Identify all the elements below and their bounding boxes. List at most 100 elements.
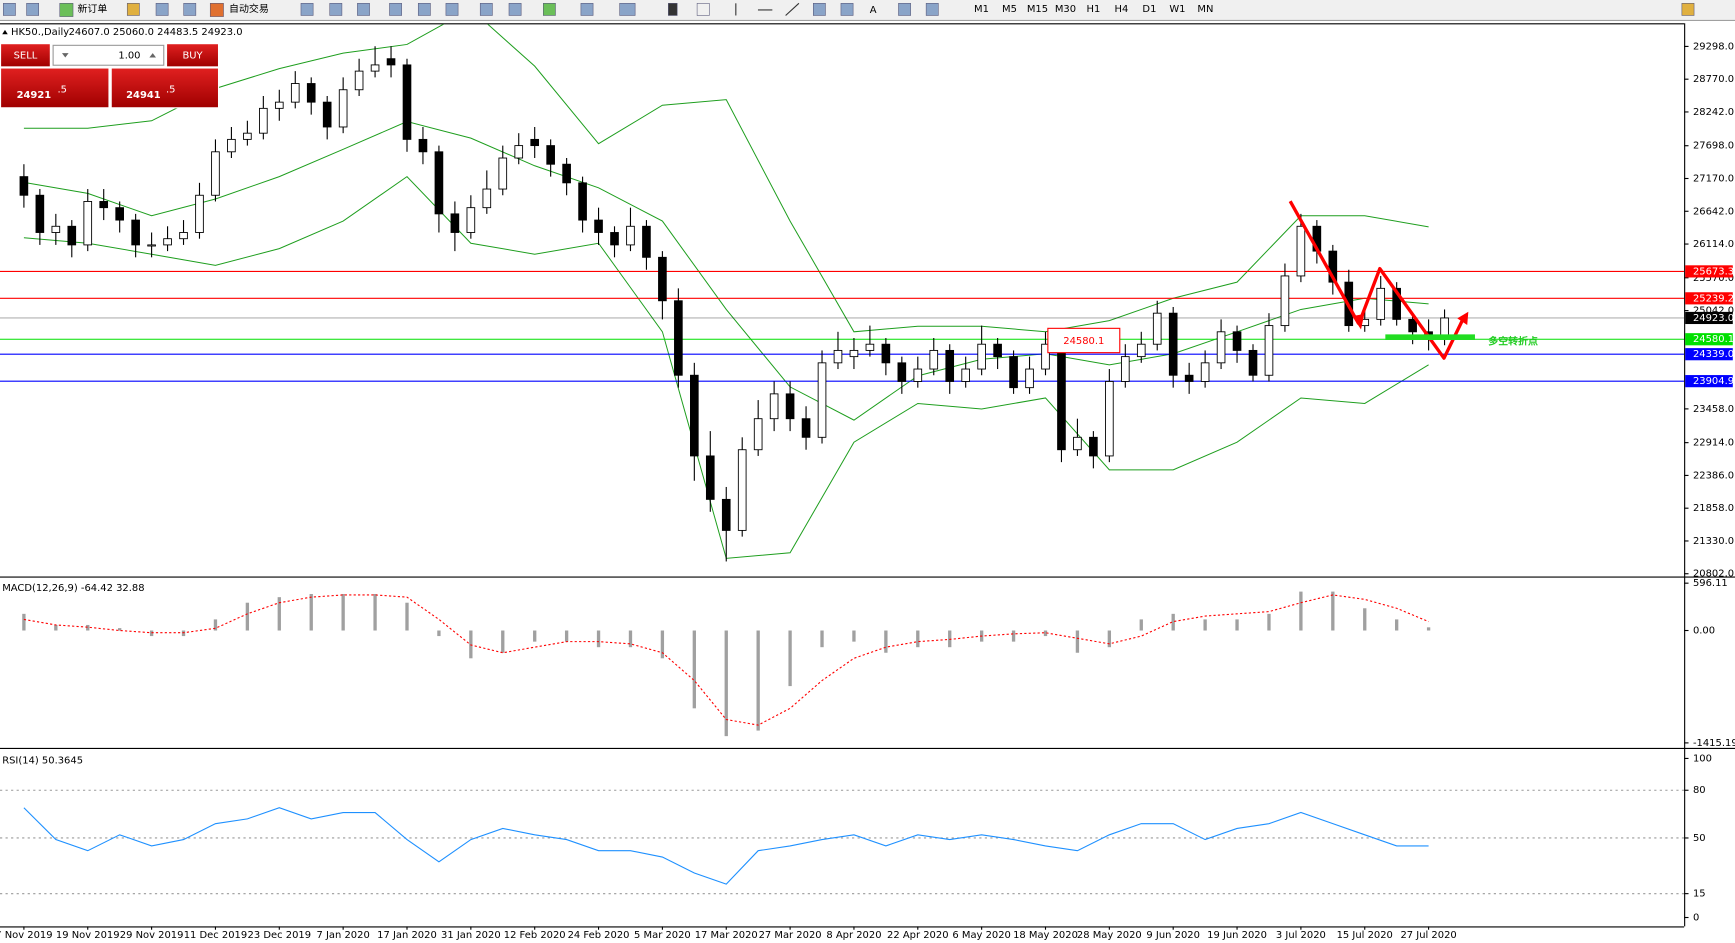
rsi-plot	[0, 789, 1685, 895]
timeframe-button[interactable]: H1	[1087, 4, 1101, 15]
macd-histogram-bar	[1331, 591, 1335, 631]
y-tick-label: 0.00	[1693, 626, 1715, 637]
candle-body-down	[418, 138, 428, 153]
crosshair-icon[interactable]	[696, 3, 710, 16]
toolbar-icon[interactable]	[126, 3, 140, 16]
price-line-label: 23904.9	[1693, 376, 1734, 387]
timeframe-button[interactable]: M15	[1027, 4, 1048, 15]
toolbar-icon[interactable]	[445, 3, 459, 16]
toolbar-icon[interactable]	[389, 3, 402, 16]
new-order-icon[interactable]	[59, 3, 74, 17]
candle-body-up	[817, 362, 827, 438]
timeframe-button[interactable]: M5	[1002, 4, 1017, 15]
toolbar-icon[interactable]	[508, 3, 522, 16]
toolbar-icon[interactable]	[543, 3, 556, 16]
candle-body-up	[514, 145, 524, 159]
toolbar-icon[interactable]	[619, 3, 636, 16]
toolbar-icon[interactable]	[3, 3, 16, 16]
cursor-icon[interactable]	[668, 3, 678, 16]
auto-trading-button[interactable]: 自动交易	[229, 2, 269, 15]
candle-body-up	[1376, 287, 1386, 320]
candle-body-down	[1009, 356, 1018, 389]
toolbar-icon[interactable]	[183, 3, 197, 16]
rsi-label: RSI(14) 50.3645	[2, 756, 83, 767]
sell-price-box[interactable]	[1, 68, 109, 108]
macd-histogram-bar	[1043, 630, 1048, 637]
candle-body-up	[1280, 275, 1290, 327]
toolbar-icon[interactable]	[417, 3, 431, 16]
sell-label[interactable]: SELL	[14, 50, 38, 61]
toolbar-icon[interactable]	[898, 3, 911, 16]
macd-histogram-bar	[628, 630, 633, 648]
timeframe-button[interactable]: MN	[1197, 4, 1213, 15]
candle-body-up	[913, 368, 923, 382]
candle-body-down	[306, 83, 316, 103]
timeframe-button[interactable]: D1	[1142, 4, 1156, 15]
toolbar-icon[interactable]	[26, 3, 40, 16]
toolbar-icon[interactable]	[357, 3, 370, 16]
macd-histogram-bar	[884, 630, 888, 653]
trendline-tool[interactable]	[785, 2, 800, 16]
y-tick-label: 100	[1693, 753, 1712, 764]
candle-body-up	[1200, 362, 1210, 382]
y-tick-label: 15	[1693, 889, 1706, 900]
candle-body-down	[1408, 318, 1417, 333]
y-tick-label: 28770.0	[1693, 74, 1734, 85]
timeframe-button[interactable]: H4	[1115, 4, 1129, 15]
auto-trading-icon[interactable]	[209, 3, 224, 17]
candle-body-down	[594, 219, 603, 233]
y-tick-label: 22914.0	[1693, 438, 1734, 449]
timeframe-button[interactable]: W1	[1169, 4, 1185, 15]
macd-histogram-bar	[1011, 630, 1016, 642]
timeframe-button[interactable]: M30	[1055, 4, 1076, 15]
toolbar-icon[interactable]	[300, 3, 314, 16]
toolbar-icon[interactable]	[925, 3, 939, 16]
macd-histogram-bar	[852, 630, 856, 642]
lot-down[interactable]	[61, 53, 69, 58]
buy-price-box[interactable]	[111, 68, 218, 108]
candle-body-down	[1089, 436, 1098, 457]
sell-button[interactable]	[1, 44, 50, 67]
lot-value[interactable]: 1.00	[118, 50, 140, 61]
toolbar-icon[interactable]	[840, 3, 854, 16]
y-tick-label: 22386.0	[1693, 470, 1734, 481]
macd-histogram-bar	[692, 630, 696, 709]
macd-histogram-bar	[373, 593, 377, 631]
x-tick-label: 29 Nov 2019	[120, 930, 184, 941]
y-tick-label: 21330.0	[1693, 536, 1734, 547]
toolbar-icon[interactable]	[155, 3, 169, 16]
candle-body-up	[51, 225, 61, 233]
x-tick-label: 9 Jun 2020	[1146, 930, 1199, 941]
timeframe-button[interactable]: M1	[974, 4, 989, 15]
buy-label[interactable]: BUY	[182, 50, 203, 61]
toolbar-icon[interactable]	[580, 3, 594, 16]
candle-body-down	[897, 362, 907, 382]
toolbar-icon[interactable]	[329, 3, 343, 16]
price-line-tag	[1685, 375, 1733, 388]
x-tick-label: 17 Mar 2020	[695, 930, 758, 941]
y-tick-label: 26114.0	[1693, 239, 1734, 250]
toolbar-icon[interactable]	[813, 3, 826, 16]
candle-body-up	[482, 188, 492, 209]
new-order-button[interactable]: 新订单	[77, 2, 107, 15]
candle-body-down	[705, 455, 715, 500]
macd-signal	[23, 594, 1429, 726]
lot-input[interactable]	[52, 44, 165, 66]
x-tick-label: 17 Jan 2020	[377, 930, 437, 941]
sell-price[interactable]: 24921	[17, 90, 52, 101]
text-tool[interactable]: A	[870, 5, 877, 16]
price-line-tag	[1685, 265, 1733, 278]
candle-body-up	[498, 157, 508, 190]
y-tick-label: 50	[1693, 833, 1706, 844]
buy-price[interactable]: 24941	[126, 90, 161, 101]
buy-button[interactable]	[167, 44, 218, 67]
toolbar-icon[interactable]	[479, 3, 493, 16]
search-icon[interactable]	[1681, 3, 1695, 16]
collapse-arrow[interactable]	[2, 29, 8, 35]
macd-histogram-bar	[756, 630, 760, 731]
buy-price-pips[interactable]: .5	[166, 85, 175, 96]
sell-price-pips[interactable]: .5	[58, 85, 67, 96]
lot-up[interactable]	[149, 53, 157, 58]
candle-body-up	[929, 349, 939, 370]
x-tick-label: 28 May 2020	[1077, 930, 1142, 941]
